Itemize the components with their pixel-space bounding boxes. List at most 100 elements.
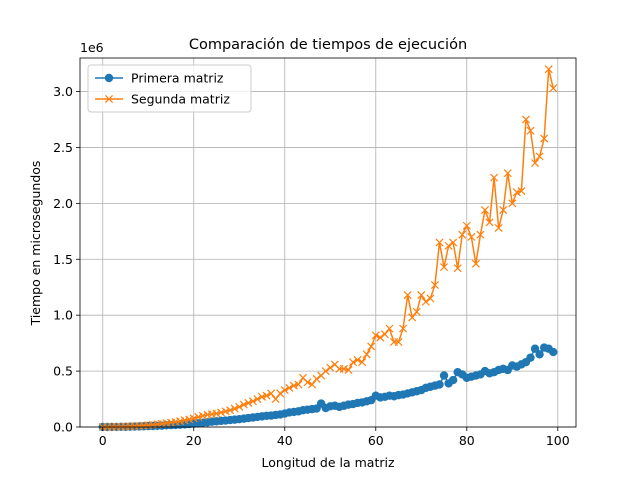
series-2-point (271, 395, 280, 404)
series-2-point (430, 280, 439, 290)
series-2-point (435, 238, 444, 247)
series-2-point (353, 355, 362, 364)
series-2-point (280, 386, 289, 395)
y-axis-label: Tiempo en microsegundos (28, 161, 43, 327)
series-2-point (194, 412, 203, 421)
series-2-point (198, 411, 207, 420)
series-2-point (440, 263, 449, 272)
series-2-point (462, 221, 471, 230)
series-2-point (394, 337, 403, 347)
series-2-point (535, 152, 544, 161)
y-tick-label: 1.5 (53, 252, 73, 267)
series-2-point (380, 330, 389, 339)
series-2-point (540, 134, 549, 143)
series-2-point (408, 313, 417, 322)
series-1-point (549, 347, 558, 357)
series-2-point (326, 363, 335, 372)
series-2-point (285, 383, 294, 392)
series-2-point (549, 84, 558, 93)
series-2-point (235, 402, 244, 411)
series-2-point (521, 115, 530, 124)
series-2-point (267, 389, 276, 398)
series-2-point (253, 395, 262, 404)
series-2-point (312, 374, 321, 383)
series-2-point (476, 230, 485, 239)
series-1-point (448, 375, 458, 385)
x-tick-label: 0 (99, 433, 107, 448)
series-2-point (371, 331, 380, 340)
series-2-point (362, 350, 371, 359)
x-tick-label: 100 (546, 433, 570, 448)
x-tick-label: 20 (186, 433, 202, 448)
series-1-point (526, 353, 535, 362)
series-2-point (503, 169, 512, 178)
series-1-point (439, 371, 449, 380)
series-2-point (526, 126, 535, 135)
legend-label: Primera matriz (131, 71, 224, 86)
series-2-point (276, 389, 285, 398)
series-2-point (349, 358, 358, 367)
series-2-point (321, 367, 330, 376)
series-2-point (517, 187, 526, 196)
x-tick-label: 80 (459, 433, 475, 448)
x-tick-label: 60 (368, 433, 384, 448)
series-2-point (221, 407, 230, 416)
series-2-point (494, 223, 503, 232)
series-2-point (358, 358, 367, 367)
series-2-point (421, 297, 430, 306)
series-2-point (385, 324, 394, 333)
x-axis-label: Longitud de la matriz (261, 455, 395, 470)
legend-marker-x (104, 94, 114, 104)
series-2-point (344, 365, 353, 374)
series-2-point (471, 259, 480, 268)
series-2-point (212, 409, 221, 418)
legend-box (87, 64, 252, 113)
series-2-point (244, 398, 253, 407)
legend: Primera matriz Segunda matriz (87, 64, 252, 113)
x-tick-label: 40 (277, 433, 293, 448)
series-2-point (467, 232, 476, 241)
series-2-point (403, 291, 412, 300)
series-2-point (339, 364, 348, 373)
series-2-point (303, 378, 312, 387)
legend-label: Segunda matriz (131, 92, 230, 107)
series-1-point (535, 350, 544, 359)
y-tick-label: 3.0 (53, 84, 73, 99)
y-axis-ticks: 0.0 0.5 1.0 1.5 2.0 2.5 3.0 (53, 84, 80, 435)
y-tick-label: 2.5 (53, 140, 73, 155)
series-layer (98, 65, 558, 432)
series-2-point (531, 159, 540, 168)
y-tick-label: 1.0 (53, 308, 73, 323)
series-1-point (435, 380, 444, 389)
series-2-point (294, 380, 303, 389)
plot-frame (79, 57, 577, 428)
series-2-point (248, 397, 257, 406)
series-2 (98, 65, 558, 432)
series-2-point (257, 392, 267, 401)
series-2-point (453, 264, 462, 273)
series-2-point (308, 380, 317, 389)
x-axis-ticks: 0 20 40 60 80 100 (99, 427, 570, 448)
series-2-point (490, 173, 499, 182)
series-2-point (226, 406, 235, 415)
series-2-point (399, 324, 408, 333)
series-2-point (189, 414, 198, 423)
series-2-point (444, 241, 453, 250)
series-2-point (217, 408, 226, 417)
series-2-point (230, 404, 239, 413)
y-tick-label: 0.0 (53, 420, 73, 435)
series-2-point (544, 65, 553, 74)
series-2-point (512, 188, 521, 197)
series-2-point (499, 206, 508, 215)
y-tick-label: 0.5 (53, 364, 73, 379)
series-2-point (289, 381, 298, 390)
series-2-point (480, 206, 490, 215)
y-axis-offset-label: 1e6 (80, 40, 104, 55)
y-tick-label: 2.0 (53, 196, 73, 211)
series-2-point (262, 391, 271, 400)
series-2-point (508, 199, 517, 208)
chart-title: Comparación de tiempos de ejecución (189, 37, 467, 53)
series-2-point (239, 400, 248, 409)
